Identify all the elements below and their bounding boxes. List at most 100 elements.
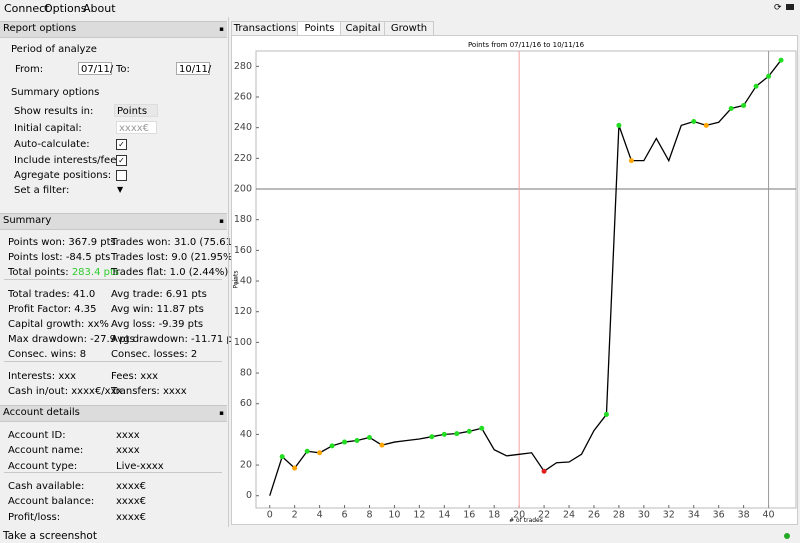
- stat-label: Total points: 283.4 pts: [8, 267, 120, 279]
- x-tick-label: 34: [688, 510, 700, 521]
- stat-label: Interests: xxx: [8, 370, 77, 382]
- stat-label: Points won: 367.9 pts: [8, 237, 116, 248]
- chart: Points from 07/11/16 to 10/11/16 Points # …: [231, 35, 798, 525]
- section-header: Report options ▪: [0, 21, 227, 38]
- date-input[interactable]: 07/11/: [78, 62, 113, 75]
- checkbox[interactable]: ✓: [116, 139, 127, 150]
- date-input[interactable]: 10/11/: [176, 62, 211, 75]
- stat-label: Total trades: 41.0: [8, 288, 96, 300]
- account-value: Live-xxxx: [116, 460, 164, 472]
- data-point: [279, 454, 285, 460]
- stat-label: Fees: xxx: [111, 370, 159, 382]
- checkbox[interactable]: [116, 170, 127, 181]
- separator: [4, 360, 222, 362]
- label: Period of analyze: [11, 44, 97, 55]
- filter-icon[interactable]: ▼: [117, 185, 124, 194]
- collapse-button[interactable]: ▪: [219, 25, 224, 33]
- input[interactable]: xxxx€: [116, 121, 157, 134]
- x-tick-label: 30: [638, 510, 650, 521]
- y-axis-label: Points: [233, 270, 240, 288]
- x-tick-label: 12: [413, 510, 425, 521]
- menu-item[interactable]: Options: [44, 2, 87, 15]
- status-text[interactable]: Take a screenshot: [3, 530, 97, 542]
- collapse-button[interactable]: ▪: [219, 217, 224, 225]
- field-label: Show results in:: [14, 106, 94, 117]
- icon-refresh[interactable]: ⟳: [774, 3, 782, 13]
- y-tick-label: 180: [234, 214, 252, 225]
- stat-value: 9.0 (21.95%): [171, 252, 237, 264]
- stat-value: xx%: [87, 319, 109, 330]
- data-point: [466, 428, 472, 434]
- data-point: [366, 434, 372, 440]
- menu-item[interactable]: Connect: [4, 2, 50, 15]
- stat-value: xxxx€/xxx: [71, 385, 123, 397]
- stat-value: xxx: [58, 370, 77, 382]
- stat-value: xxx: [140, 370, 159, 382]
- checkbox[interactable]: ✓: [116, 155, 127, 166]
- section-header: Summary ▪: [0, 213, 227, 230]
- select[interactable]: Points: [114, 104, 158, 117]
- data-point: [603, 411, 609, 417]
- tab[interactable]: Points: [297, 21, 342, 36]
- stat-label: Avg trade: 6.91 pts: [111, 288, 207, 300]
- chart-title: Points from 07/11/16 to 10/11/16: [468, 41, 585, 49]
- stat-label: Avg loss: -9.39 pts: [111, 319, 204, 330]
- y-tick-label: 260: [234, 92, 252, 103]
- data-point: [454, 431, 460, 437]
- data-point: [703, 122, 709, 128]
- stat-label: Capital growth: xx%: [8, 319, 109, 330]
- stat-label: Profit Factor: 4.35: [8, 303, 97, 315]
- x-tick-label: 4: [317, 510, 323, 521]
- section-title: Account details: [3, 407, 80, 418]
- tab[interactable]: Capital: [340, 21, 386, 36]
- data-point: [441, 431, 447, 437]
- x-tick-label: 2: [292, 510, 298, 521]
- stat-label: Trades flat: 1.0 (2.44%): [111, 267, 229, 279]
- stat-label: Cash in/out: xxxx€/xxx: [8, 385, 123, 397]
- tab[interactable]: Transactions: [231, 21, 299, 36]
- x-tick-label: 14: [438, 510, 450, 521]
- stat-label: Max drawdown: -27.9 pts: [8, 334, 135, 346]
- x-tick-label: 40: [763, 510, 775, 521]
- icon-camera[interactable]: [786, 4, 794, 10]
- data-point: [317, 450, 323, 456]
- stat-value: 11.87 pts: [156, 303, 204, 315]
- data-point: [616, 122, 622, 128]
- y-tick-label: 100: [234, 337, 252, 348]
- stat-value: xxxx: [162, 385, 187, 397]
- account-label: Account balance:: [8, 496, 95, 508]
- data-point: [354, 438, 360, 444]
- x-tick-label: 24: [563, 510, 575, 521]
- y-tick-label: 0: [246, 490, 252, 501]
- x-tick-label: 26: [588, 510, 600, 521]
- x-tick-label: 6: [342, 510, 348, 521]
- data-point: [304, 448, 310, 454]
- stat-label: Avg win: 11.87 pts: [111, 303, 204, 315]
- stat-value: -11.71 pts: [191, 334, 242, 346]
- stat-value: 283.4 pts: [71, 267, 120, 279]
- stat-label: Trades lost: 9.0 (21.95%): [111, 252, 237, 264]
- data-point: [753, 83, 759, 89]
- x-axis-label: # of trades: [509, 517, 543, 524]
- field-label: Agregate positions:: [14, 170, 112, 181]
- label: To:: [116, 64, 130, 75]
- data-point: [766, 73, 772, 79]
- tab[interactable]: Growth: [384, 21, 434, 36]
- x-tick-label: 28: [613, 510, 625, 521]
- account-label: Profit/loss:: [8, 511, 61, 523]
- y-tick-label: 160: [234, 245, 252, 256]
- account-label: Account type:: [8, 460, 78, 472]
- stat-label: Transfers: xxxx: [111, 385, 187, 397]
- plot-area: [255, 50, 797, 509]
- collapse-button[interactable]: ▪: [219, 409, 224, 417]
- data-point: [292, 465, 298, 471]
- menu-item[interactable]: About: [83, 2, 116, 15]
- account-label: Cash available:: [8, 480, 85, 492]
- stat-label: Consec. losses: 2: [111, 349, 198, 361]
- stat-label: Trades won: 31.0 (75.61%): [111, 237, 246, 248]
- data-point: [342, 439, 348, 445]
- y-tick-label: 20: [240, 460, 252, 471]
- x-tick-label: 22: [538, 510, 550, 521]
- x-tick-label: 8: [366, 510, 372, 521]
